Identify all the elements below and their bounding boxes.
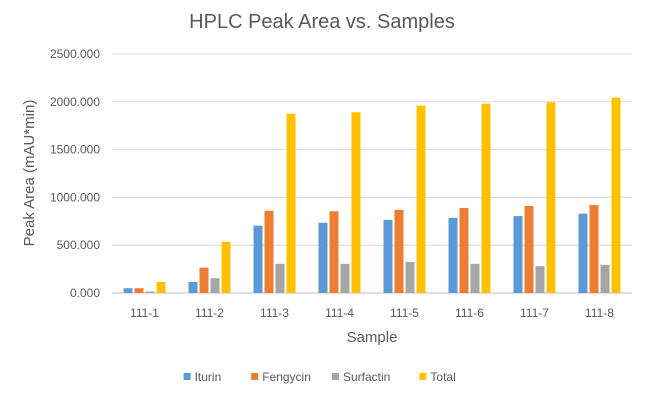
legend-label-fengycin: Fengycin bbox=[262, 370, 311, 384]
x-tick-label: 111-3 bbox=[260, 306, 289, 320]
bar-iturin-111-7 bbox=[513, 216, 523, 293]
legend-label-total: Total bbox=[430, 370, 455, 384]
bar-iturin-111-4 bbox=[318, 222, 328, 293]
bar-iturin-111-8 bbox=[578, 213, 588, 293]
bar-total-111-7 bbox=[546, 102, 556, 293]
bar-surfactin-111-3 bbox=[275, 263, 285, 293]
bar-fengycin-111-2 bbox=[199, 267, 209, 293]
bar-total-111-4 bbox=[351, 112, 361, 293]
bar-iturin-111-2 bbox=[188, 282, 198, 293]
x-tick-label: 111-6 bbox=[455, 306, 484, 320]
legend-label-iturin: Iturin bbox=[195, 370, 222, 384]
legend-swatch-surfactin bbox=[332, 373, 339, 380]
legend-label-surfactin: Surfactin bbox=[343, 370, 390, 384]
x-tick-label: 111-7 bbox=[520, 306, 549, 320]
bar-iturin-111-3 bbox=[253, 225, 263, 293]
bar-fengycin-111-7 bbox=[524, 206, 534, 293]
bar-total-111-1 bbox=[156, 282, 166, 293]
bar-surfactin-111-2 bbox=[210, 278, 220, 293]
bar-fengycin-111-5 bbox=[394, 209, 404, 293]
bar-iturin-111-6 bbox=[448, 217, 458, 293]
legend: Iturin Fengycin Surfactin Total bbox=[183, 370, 456, 384]
bar-fengycin-111-4 bbox=[329, 211, 339, 293]
y-tick-label: 0.000 bbox=[70, 286, 100, 300]
x-tick-label: 111-1 bbox=[130, 306, 159, 320]
x-tick-label: 111-2 bbox=[195, 306, 224, 320]
bar-total-111-5 bbox=[416, 105, 426, 294]
y-axis-ticks: 0.000 500.000 1000.000 1500.000 2000.000 2500… bbox=[50, 47, 100, 300]
x-tick-label: 111-4 bbox=[325, 306, 354, 320]
bar-total-111-2 bbox=[221, 241, 231, 293]
bar-fengycin-111-3 bbox=[264, 210, 274, 293]
bar-surfactin-111-7 bbox=[535, 266, 545, 293]
bars bbox=[123, 97, 621, 294]
x-tick-label: 111-5 bbox=[390, 306, 419, 320]
x-axis-ticks: 111-1 111-2 111-3 111-4 111-5 111-6 111-7 111-8 bbox=[130, 306, 614, 320]
y-tick-label: 2500.000 bbox=[50, 47, 100, 61]
bar-surfactin-111-6 bbox=[470, 263, 480, 293]
bar-total-111-8 bbox=[611, 97, 621, 293]
bar-total-111-6 bbox=[481, 103, 491, 293]
bar-fengycin-111-1 bbox=[134, 288, 144, 293]
bar-surfactin-111-5 bbox=[405, 261, 415, 293]
bar-surfactin-111-1 bbox=[145, 291, 155, 293]
legend-swatch-total bbox=[419, 373, 427, 380]
legend-swatch-iturin bbox=[183, 373, 191, 380]
bar-fengycin-111-6 bbox=[459, 207, 469, 293]
y-tick-label: 500.000 bbox=[57, 238, 101, 252]
y-tick-label: 1500.000 bbox=[50, 143, 100, 157]
x-axis-title: Sample bbox=[347, 329, 398, 346]
bar-surfactin-111-4 bbox=[340, 263, 350, 293]
bar-iturin-111-1 bbox=[123, 288, 133, 293]
bar-surfactin-111-8 bbox=[600, 264, 610, 293]
bar-iturin-111-5 bbox=[383, 219, 393, 293]
y-tick-label: 1000.000 bbox=[50, 190, 100, 204]
legend-swatch-fengycin bbox=[251, 373, 259, 380]
x-tick-label: 111-8 bbox=[585, 306, 614, 320]
y-tick-label: 2000.000 bbox=[50, 95, 100, 109]
gridlines bbox=[112, 53, 632, 294]
chart-title: HPLC Peak Area vs. Samples bbox=[189, 11, 455, 33]
bar-fengycin-111-8 bbox=[589, 205, 599, 293]
y-axis-title: Peak Area (mAU*min) bbox=[21, 100, 38, 247]
bar-total-111-3 bbox=[286, 113, 296, 293]
